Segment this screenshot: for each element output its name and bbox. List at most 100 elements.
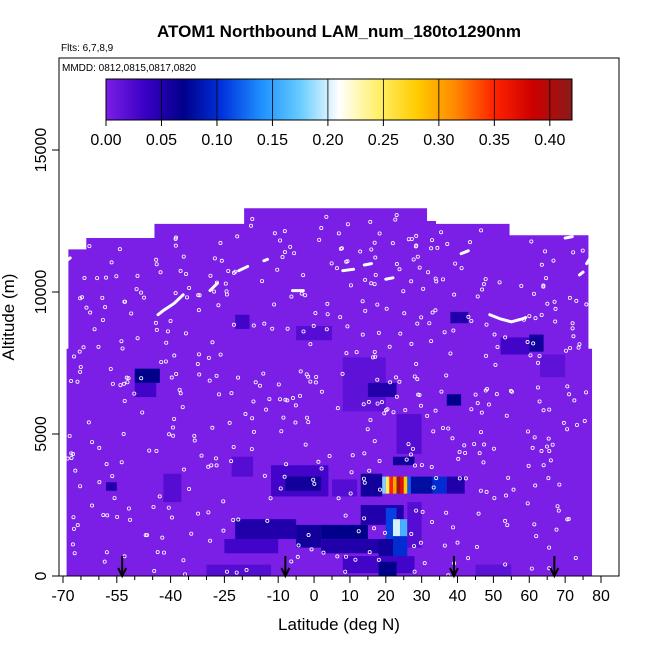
measurement-point (212, 256, 217, 261)
measurement-point (379, 400, 384, 405)
measurement-point (97, 480, 102, 485)
measurement-point (288, 244, 293, 249)
measurement-point (431, 429, 436, 434)
heatmap-cell (385, 507, 397, 540)
measurement-point (208, 538, 213, 543)
measurement-point (229, 459, 234, 464)
measurement-point (410, 446, 415, 451)
measurement-point (187, 486, 192, 491)
measurement-point (313, 311, 318, 316)
measurement-point (126, 376, 131, 381)
measurement-point (96, 344, 101, 349)
measurement-point (197, 372, 202, 377)
flight-track (577, 270, 585, 277)
measurement-point (110, 381, 115, 386)
measurement-point (555, 504, 560, 509)
measurement-point (117, 247, 122, 252)
x-tick-label: -10 (267, 588, 290, 605)
measurement-point (444, 373, 449, 378)
measurement-point (109, 260, 114, 265)
measurement-point (214, 463, 219, 468)
measurement-point (397, 267, 402, 272)
measurement-point (325, 312, 330, 317)
colorbar-tick-label: 0.10 (201, 132, 232, 149)
measurement-point (422, 561, 427, 566)
measurement-point (104, 550, 109, 555)
measurement-point (168, 318, 173, 323)
measurement-point (481, 460, 486, 465)
measurement-point (308, 379, 313, 384)
measurement-point (519, 283, 524, 288)
measurement-point (477, 451, 482, 456)
measurement-point (398, 331, 403, 336)
measurement-point (426, 270, 431, 275)
measurement-point (475, 294, 480, 299)
measurement-point (539, 313, 544, 318)
measurement-point (537, 353, 542, 358)
measurement-point (363, 277, 368, 282)
y-tick-label: 10000 (33, 270, 50, 315)
measurement-point (350, 453, 355, 458)
measurement-point (526, 463, 531, 468)
measurement-point (473, 392, 478, 397)
measurement-point (412, 544, 417, 549)
measurement-point (366, 400, 371, 405)
measurement-point (249, 223, 254, 228)
measurement-point (541, 408, 546, 413)
heatmap-cell (392, 536, 408, 559)
heatmap-cell (235, 314, 250, 329)
measurement-point (492, 332, 497, 337)
heatmap-cell (134, 382, 157, 398)
plot-frame (58, 57, 620, 577)
measurement-point (260, 279, 265, 284)
measurement-point (243, 412, 248, 417)
heatmap-cell (396, 414, 422, 454)
x-tick-label: 60 (520, 588, 538, 605)
measurement-point (508, 388, 513, 393)
measurement-point (446, 426, 451, 431)
measurement-point (84, 305, 89, 310)
measurement-point (434, 279, 439, 284)
flight-track (362, 262, 373, 267)
heatmap-cell (378, 561, 397, 576)
measurement-point (472, 442, 477, 447)
measurement-point (543, 249, 548, 254)
measurement-point (306, 533, 311, 538)
x-tick-label: -25 (213, 588, 236, 605)
measurement-point (67, 434, 72, 439)
measurement-point (435, 245, 440, 250)
measurement-point (305, 415, 310, 420)
measurement-point (231, 444, 236, 449)
measurement-point (122, 299, 127, 304)
measurement-point (189, 531, 194, 536)
flight-track (563, 235, 574, 240)
measurement-point (184, 271, 189, 276)
measurement-point (101, 512, 106, 517)
measurement-point (181, 558, 186, 563)
measurement-point (365, 427, 370, 432)
measurement-point (466, 556, 471, 561)
measurement-point (446, 573, 451, 576)
measurement-point (157, 494, 162, 499)
measurement-point (556, 508, 561, 513)
measurement-point (509, 389, 514, 394)
measurement-point (345, 324, 350, 329)
measurement-point (368, 417, 373, 422)
measurement-point (356, 529, 361, 534)
measurement-point (165, 329, 170, 334)
measurement-point (580, 248, 585, 253)
measurement-point (261, 371, 266, 376)
measurement-point (537, 399, 542, 404)
measurement-point (72, 551, 77, 556)
measurement-point (224, 289, 229, 294)
heatmap-cell (224, 539, 279, 554)
measurement-point (375, 302, 380, 307)
measurement-point (311, 323, 316, 328)
measurement-point (367, 550, 372, 555)
measurement-point (321, 550, 326, 555)
measurement-point (394, 262, 399, 267)
measurement-point (547, 448, 552, 453)
measurement-point (377, 487, 382, 492)
measurement-point (570, 321, 575, 326)
measurement-point (503, 335, 508, 340)
